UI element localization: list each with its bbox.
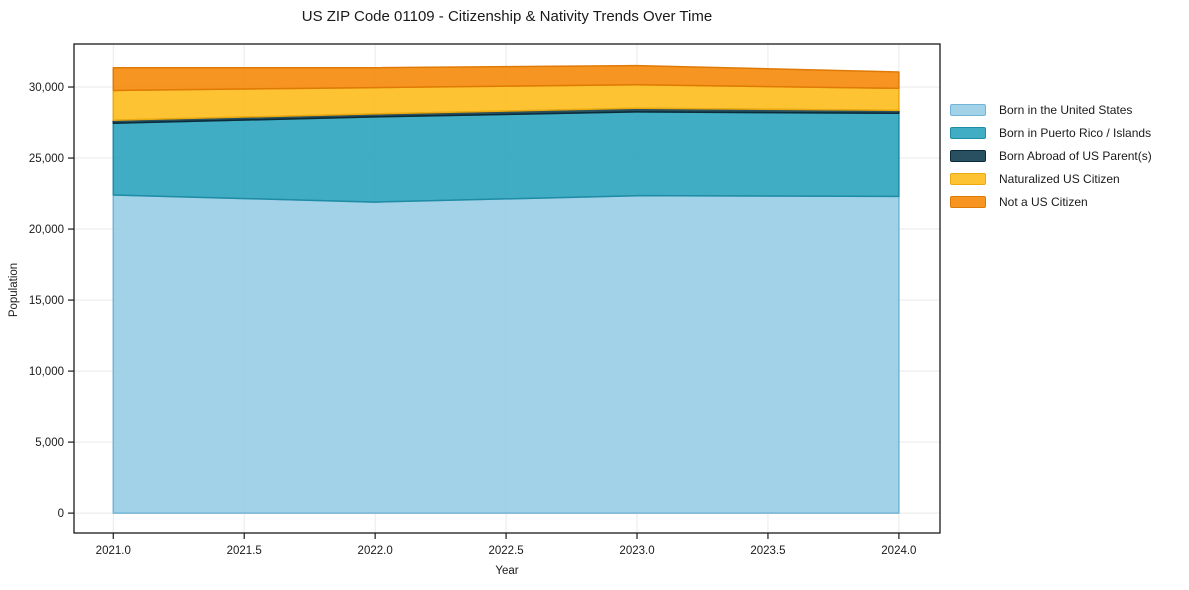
y-tick-label: 0 [58,508,64,520]
x-tick-label: 2023.5 [750,545,785,557]
x-tick-label: 2023.0 [619,545,654,557]
x-tick-label: 2022.5 [488,545,523,557]
legend-label: Naturalized US Citizen [999,172,1120,186]
y-tick-label: 10,000 [29,366,64,378]
x-tick-label: 2021.0 [96,545,131,557]
y-tick-label: 20,000 [29,224,64,236]
area-layer [112,194,900,514]
x-axis-label: Year [495,565,519,577]
legend-label: Not a US Citizen [999,195,1088,209]
y-axis-label: Population [8,262,20,318]
legend-swatch [950,104,986,116]
legend-item: Born in the United States [950,103,1152,117]
legend-item: Naturalized US Citizen [950,172,1152,186]
legend-label: Born Abroad of US Parent(s) [999,149,1152,163]
legend-swatch [950,196,986,208]
y-tick-label: 5,000 [35,437,64,449]
y-tick-label: 25,000 [29,153,64,165]
legend-label: Born in Puerto Rico / Islands [999,126,1152,140]
area-layer [112,111,900,203]
legend-swatch [950,127,986,139]
y-tick-label: 15,000 [29,295,64,307]
y-tick-label: 30,000 [29,82,64,94]
legend-label: Born in the United States [999,103,1133,117]
legend-swatch [950,150,986,162]
x-tick-label: 2024.0 [881,545,916,557]
legend-item: Born in Puerto Rico / Islands [950,126,1152,140]
x-tick-label: 2021.5 [227,545,262,557]
plot-frame [73,43,941,534]
area-layer [112,64,900,92]
x-tick-label: 2022.0 [358,545,393,557]
legend-swatch [950,173,986,185]
legend-item: Born Abroad of US Parent(s) [950,149,1152,163]
legend-item: Not a US Citizen [950,195,1152,209]
legend: Born in the United States Born in Puerto … [950,103,1152,209]
chart-title: US ZIP Code 01109 - Citizenship & Nativi… [301,8,713,25]
